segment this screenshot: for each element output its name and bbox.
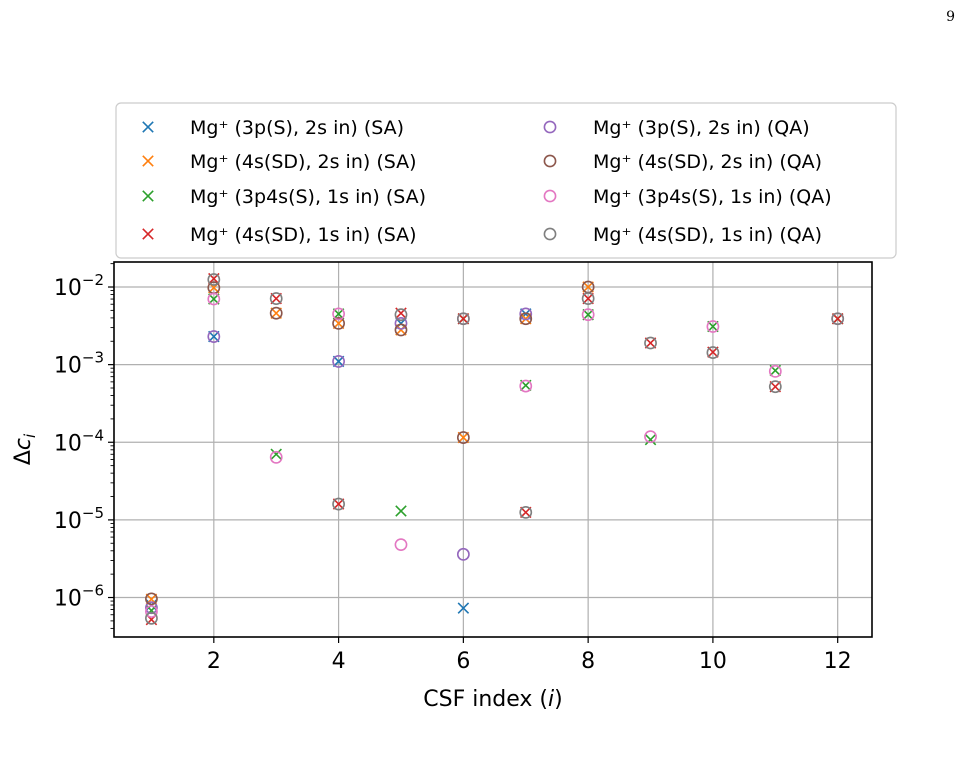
data-point-circle: [768, 380, 782, 394]
data-point-cross: [457, 602, 470, 614]
data-point-circle: [269, 292, 283, 305]
legend-marker: [142, 190, 154, 202]
data-point-circle: [269, 450, 283, 464]
x-axis-label: CSF index (i): [423, 687, 562, 712]
data-point-circle: [145, 611, 158, 625]
y-tick-label: 10−5: [54, 504, 104, 534]
data-point-circle: [332, 355, 345, 368]
y-axis-label: Δci: [11, 433, 39, 465]
y-tick-label: 10−3: [54, 349, 104, 379]
legend-label: Mg⁺ (3p(S), 2s in) (SA): [190, 117, 404, 139]
legend-entry: Mg⁺ (4s(SD), 1s in) (SA): [142, 224, 417, 246]
data-point-circle: [332, 307, 345, 321]
grid-lines: [114, 262, 872, 637]
data-point-circle: [456, 547, 470, 561]
data-point-circle: [706, 346, 720, 359]
legend-entry: Mg⁺ (4s(SD), 2s in) (SA): [142, 151, 417, 173]
data-point-circle: [519, 379, 533, 393]
y-tick-label: 10−6: [54, 582, 104, 612]
legend-entry: Mg⁺ (3p(S), 2s in) (SA): [142, 117, 404, 139]
data-point-circle: [456, 312, 470, 326]
data-point-circle: [207, 292, 221, 306]
legend-entry: Mg⁺ (4s(SD), 1s in) (QA): [543, 224, 822, 246]
plot-frame: [113, 261, 873, 638]
x-tick-label: 4: [332, 649, 346, 674]
series-green: [145, 293, 844, 617]
legend-marker: [543, 189, 557, 203]
data-point-circle: [145, 605, 158, 618]
legend-marker: [142, 121, 154, 133]
legend-marker: [543, 120, 557, 134]
data-point-circle: [207, 330, 221, 343]
legend-box: [115, 102, 897, 259]
legend-marker: [142, 155, 154, 167]
legend: Mg⁺ (3p(S), 2s in) (SA) Mg⁺ (4s(SD), 2s i…: [115, 102, 897, 259]
legend-marker: [142, 228, 154, 240]
series-gray: [145, 273, 845, 625]
legend-label: Mg⁺ (3p(S), 2s in) (QA): [593, 117, 810, 139]
data-point-circle: [519, 312, 533, 326]
data-point-circle: [644, 430, 657, 444]
data-point-circle: [456, 431, 470, 444]
data-point-circle: [145, 592, 158, 606]
legend-label: Mg⁺ (3p4s(S), 1s in) (QA): [593, 186, 832, 208]
data-point-circle: [332, 497, 345, 511]
legend-entry: Mg⁺ (3p4s(S), 1s in) (QA): [543, 186, 832, 208]
series-pink: [145, 292, 845, 618]
data-point-circle: [768, 364, 782, 378]
x-tick-label: 2: [207, 649, 221, 674]
x-tick-label: 12: [824, 649, 852, 674]
legend-entry: Mg⁺ (3p4s(S), 1s in) (SA): [142, 186, 426, 208]
data-point-cross: [395, 505, 407, 517]
series-red: [145, 272, 844, 626]
data-point-cross: [270, 448, 282, 461]
data-point-circle: [519, 307, 533, 321]
y-tick-label: 10−4: [54, 426, 104, 456]
data-point-circle: [581, 292, 595, 305]
data-points: [145, 272, 845, 626]
axis-ticks: 2 4 6 8 10 12 10−6 10−5 10−4 10−3 10−2: [54, 263, 852, 674]
data-point-circle: [519, 505, 533, 519]
x-tick-label: 8: [581, 649, 595, 674]
data-point-circle: [207, 273, 221, 286]
legend-entry: Mg⁺ (3p(S), 2s in) (QA): [543, 117, 810, 139]
data-point-circle: [394, 308, 408, 322]
legend-marker: [543, 154, 557, 168]
x-tick-label: 10: [699, 649, 727, 674]
data-point-circle: [269, 306, 283, 320]
data-point-circle: [394, 323, 408, 337]
legend-label: Mg⁺ (4s(SD), 1s in) (SA): [190, 224, 417, 246]
page-number: 9: [946, 9, 955, 25]
data-point-circle: [394, 316, 408, 330]
data-point-circle: [332, 316, 345, 330]
y-tick-label: 10−2: [54, 271, 104, 301]
data-point-circle: [831, 312, 845, 326]
data-point-circle: [394, 538, 408, 552]
data-point-circle: [644, 336, 657, 350]
data-point-circle: [706, 320, 720, 333]
x-tick-label: 6: [456, 649, 470, 674]
series-purple: [145, 307, 533, 615]
data-point-cross: [644, 433, 657, 446]
legend-entry: Mg⁺ (4s(SD), 2s in) (QA): [543, 151, 822, 173]
series-brown: [145, 280, 595, 606]
legend-marker: [543, 227, 557, 241]
legend-label: Mg⁺ (4s(SD), 1s in) (QA): [593, 224, 822, 246]
legend-label: Mg⁺ (4s(SD), 2s in) (QA): [593, 151, 822, 173]
legend-label: Mg⁺ (4s(SD), 2s in) (SA): [190, 151, 417, 173]
data-point-circle: [581, 308, 595, 322]
legend-label: Mg⁺ (3p4s(S), 1s in) (SA): [190, 186, 426, 208]
